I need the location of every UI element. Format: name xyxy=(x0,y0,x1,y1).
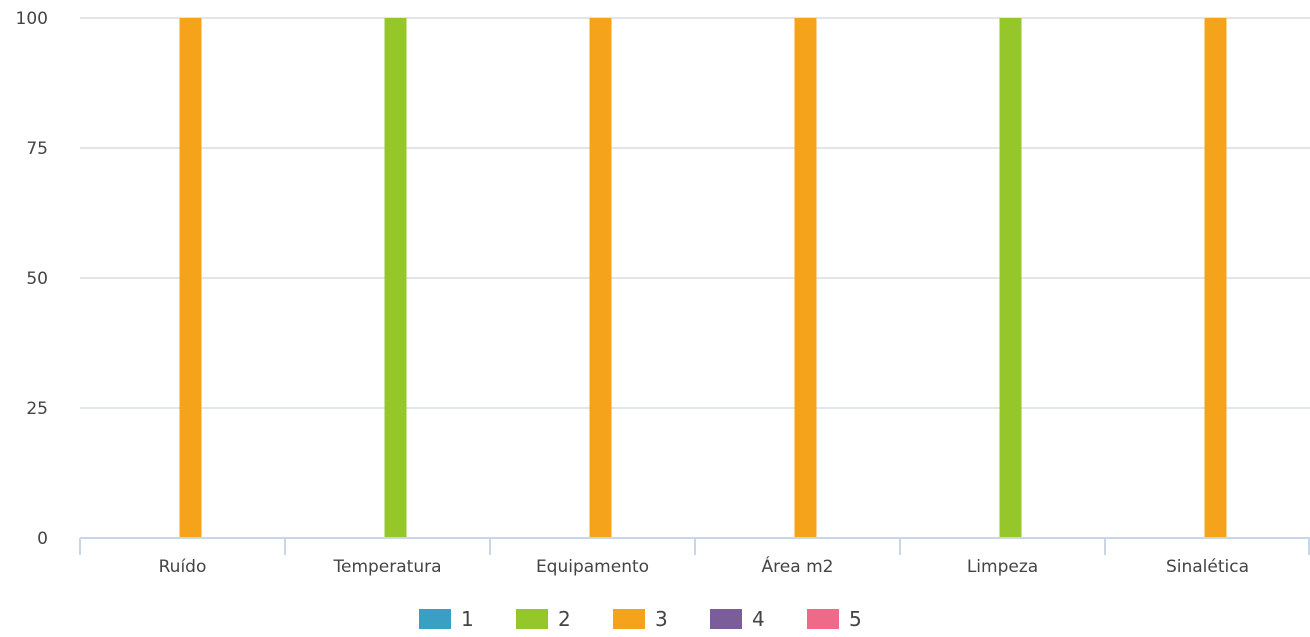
legend-swatch xyxy=(613,609,645,629)
bar-temperatura-series-2[interactable] xyxy=(384,18,407,538)
legend-item-2[interactable]: 2 xyxy=(516,607,571,631)
y-tick-label: 50 xyxy=(26,269,48,289)
legend-swatch xyxy=(419,609,451,629)
bar-equipamento-series-3[interactable] xyxy=(589,18,612,538)
legend-label: 4 xyxy=(752,607,765,631)
x-tick-label: Ruído xyxy=(159,557,207,577)
x-tick-label: Limpeza xyxy=(967,557,1038,577)
legend-swatch xyxy=(807,609,839,629)
legend-swatch xyxy=(710,609,742,629)
legend-item-4[interactable]: 4 xyxy=(710,607,765,631)
y-tick-label: 0 xyxy=(37,529,48,549)
bar-limpeza-series-2[interactable] xyxy=(999,18,1022,538)
bar-ruído-series-3[interactable] xyxy=(179,18,202,538)
legend-item-1[interactable]: 1 xyxy=(419,607,474,631)
x-tick-label: Área m2 xyxy=(762,555,834,577)
x-tick-label: Sinalética xyxy=(1166,557,1249,577)
legend-item-5[interactable]: 5 xyxy=(807,607,862,631)
x-tick-label: Temperatura xyxy=(332,557,441,577)
legend[interactable]: 1 2 3 4 5 xyxy=(419,607,862,631)
x-axis: Ruído Temperatura Equipamento Área m2 Limpez… xyxy=(79,537,1310,577)
legend-label: 5 xyxy=(849,607,862,631)
legend-swatch xyxy=(516,609,548,629)
y-tick-label: 25 xyxy=(26,399,48,419)
y-tick-label: 100 xyxy=(16,9,48,29)
y-axis-ticks: 0 25 50 75 100 xyxy=(16,9,48,549)
legend-label: 3 xyxy=(655,607,668,631)
x-tick-label: Equipamento xyxy=(536,557,649,577)
legend-label: 2 xyxy=(558,607,571,631)
legend-item-3[interactable]: 3 xyxy=(613,607,668,631)
bar-área-m2-series-3[interactable] xyxy=(794,18,817,538)
legend-label: 1 xyxy=(461,607,474,631)
y-tick-label: 75 xyxy=(26,139,48,159)
bars xyxy=(179,18,1227,538)
bar-sinalética-series-3[interactable] xyxy=(1204,18,1227,538)
gridlines xyxy=(80,17,1310,409)
